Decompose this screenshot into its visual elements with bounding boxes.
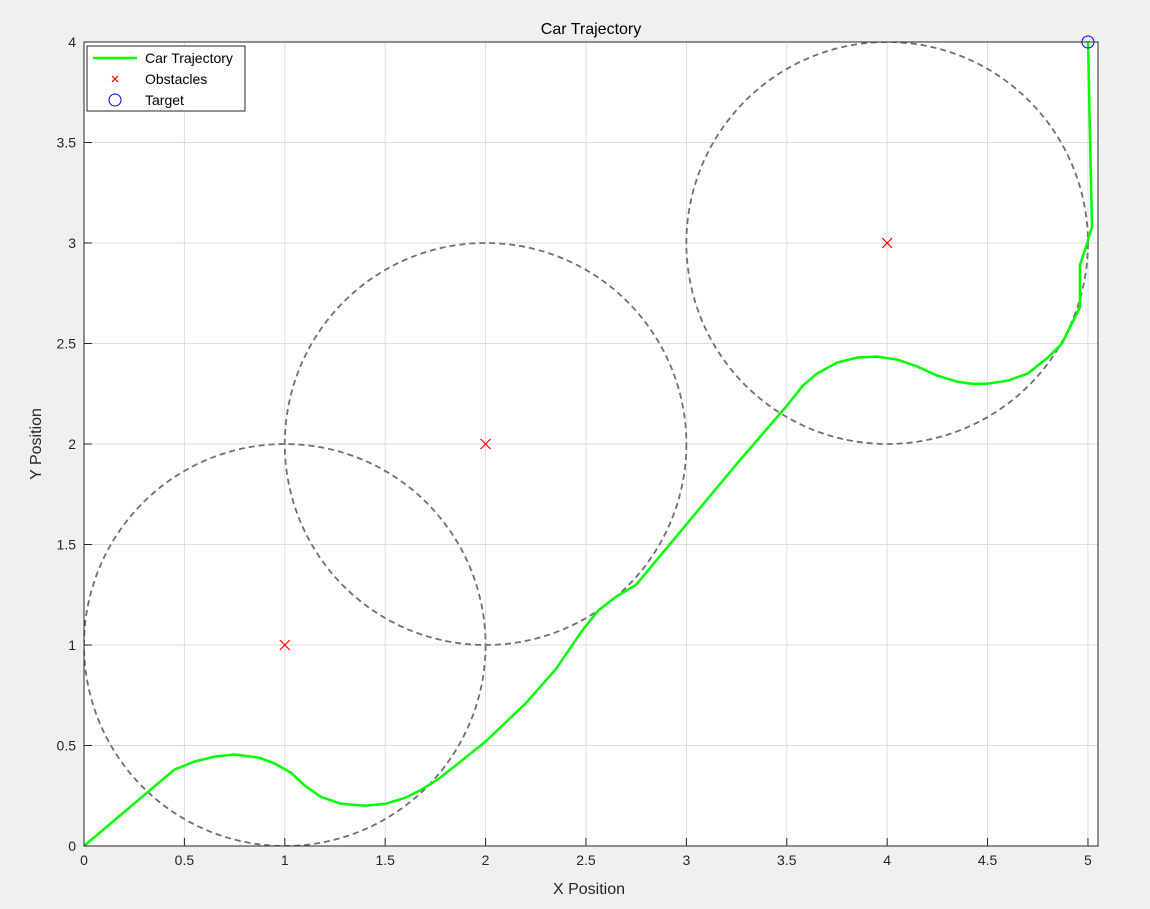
y-tick-label: 3.5 <box>57 135 77 151</box>
obstacle-circle <box>283 242 688 646</box>
y-tick-label: 4 <box>68 34 76 50</box>
ticks: 0 0.5 1 1.5 2 2.5 3 3.5 4 4.5 5 0 0.5 1 1.5 2 2.5 3 3.5 4 <box>57 34 1093 868</box>
legend-label-trajectory: Car Trajectory <box>145 50 233 66</box>
trajectory-layer <box>83 41 1094 847</box>
legend-label-obstacles: Obstacles <box>145 71 207 87</box>
y-tick-label: 0.5 <box>57 738 77 754</box>
obstacle-marker <box>279 639 291 651</box>
x-tick-label: 4 <box>883 852 891 868</box>
legend: Car Trajectory Obstacles Target <box>86 45 246 112</box>
x-tick-label: 4.5 <box>978 852 998 868</box>
x-tick-label: 0 <box>80 852 88 868</box>
x-tick-label: 2 <box>482 852 490 868</box>
obstacle-marker <box>881 237 893 249</box>
y-tick-label: 1.5 <box>57 537 77 553</box>
chart-title: Car Trajectory <box>541 21 641 38</box>
x-tick-label: 3 <box>682 852 690 868</box>
x-tick-label: 3.5 <box>777 852 797 868</box>
x-axis-label: X Position <box>553 881 625 898</box>
y-tick-label: 0 <box>68 838 76 854</box>
x-tick-label: 1 <box>281 852 289 868</box>
x-tick-label: 0.5 <box>175 852 195 868</box>
y-tick-label: 1 <box>68 637 76 653</box>
x-tick-label: 2.5 <box>576 852 596 868</box>
y-axis-label: Y Position <box>28 408 45 480</box>
y-tick-label: 2.5 <box>57 336 77 352</box>
obstacle-marker <box>480 438 492 450</box>
legend-label-target: Target <box>145 92 184 108</box>
y-tick-label: 3 <box>68 235 76 251</box>
x-tick-label: 5 <box>1084 852 1092 868</box>
legend-x-marker <box>111 75 119 83</box>
x-tick-label: 1.5 <box>375 852 395 868</box>
y-tick-label: 2 <box>68 436 76 452</box>
trajectory-line <box>83 41 1094 847</box>
legend-circle-marker <box>108 93 122 107</box>
